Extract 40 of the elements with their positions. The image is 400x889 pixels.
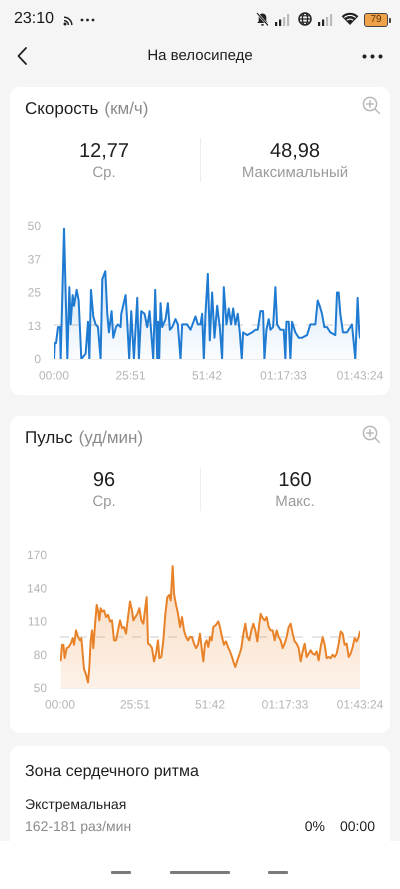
text: Ср. (92, 164, 116, 182)
text: Экстремальная (25, 795, 126, 813)
text: 12,77 (78, 139, 130, 164)
battery-icon: 79 (364, 13, 391, 27)
y-tick-label: 140 (26, 581, 48, 596)
text: 23:10 (14, 9, 54, 29)
x-tick-label: 01:17:33 (260, 368, 308, 382)
chart-subtitle: (км/ч) (104, 99, 148, 118)
text: На велосипеде (147, 46, 253, 66)
x-tick-label: 00:00 (38, 368, 70, 382)
text: Максимальный (242, 164, 348, 182)
text: 48,98 (270, 139, 320, 164)
y-tick-label: 170 (26, 548, 48, 562)
text: 160 (278, 468, 312, 493)
text: Ср. (92, 493, 116, 511)
text: 0% (304, 817, 325, 835)
x-tick-label: 01:43:24 (336, 697, 384, 712)
x-tick-label: 01:43:24 (336, 368, 384, 382)
text: 96 (92, 468, 116, 493)
text: Зона сердечного ритма (25, 762, 199, 782)
y-tick-label: 37 (28, 252, 42, 266)
text: 162-181 раз/мин (25, 817, 132, 835)
x-tick-label: 25:51 (120, 697, 150, 712)
x-tick-label: 00:00 (44, 697, 76, 712)
text: 00:00 (340, 817, 375, 835)
chart-subtitle: (уд/мин) (78, 428, 144, 447)
y-tick-label: 25 (28, 286, 42, 300)
x-tick-label: 01:17:33 (262, 697, 309, 712)
x-tick-label: 51:42 (194, 697, 226, 712)
y-tick-label: 110 (28, 614, 48, 629)
chart-title: Пульс (25, 428, 73, 447)
x-tick-label: 51:42 (192, 368, 222, 382)
y-tick-label: 80 (34, 648, 48, 662)
y-tick-label: 13 (28, 318, 42, 333)
x-tick-label: 25:51 (115, 368, 146, 382)
y-tick-label: 50 (28, 219, 42, 234)
chart-title: Скорость (25, 99, 98, 118)
text: Макс. (275, 493, 315, 511)
y-tick-label: 50 (34, 681, 48, 696)
y-tick-label: 0 (34, 352, 42, 366)
